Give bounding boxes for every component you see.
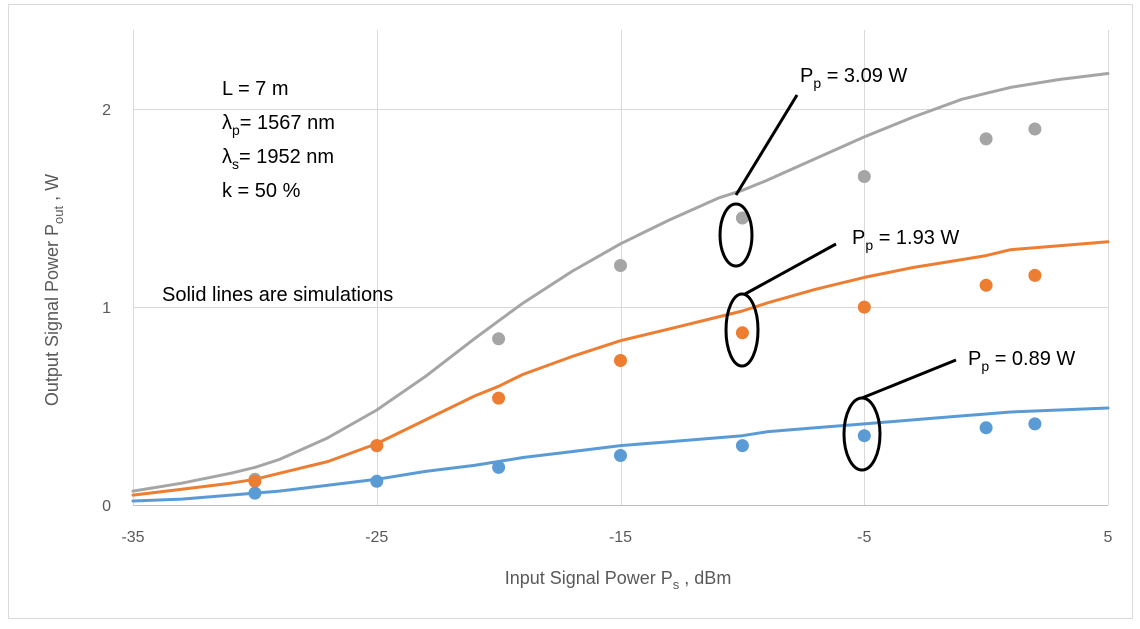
data-point-low — [492, 460, 506, 474]
callout-leader-mid — [744, 242, 837, 296]
x-tick-label: -5 — [857, 529, 871, 546]
x-tick-label: -25 — [365, 529, 388, 546]
chart-frame — [8, 4, 1133, 619]
data-point-low — [1028, 417, 1042, 431]
data-point-low — [248, 486, 262, 500]
callout-label-mid: Pp = 1.93 W — [852, 227, 959, 253]
data-point-low — [857, 429, 871, 443]
data-point-high — [735, 211, 749, 225]
data-point-mid — [735, 326, 749, 340]
y-tick-label: 2 — [102, 102, 111, 119]
callout-label-low: Pp = 0.89 W — [968, 348, 1075, 374]
tick-layer: -35 -25 -15 -5 5 0 1 2 — [102, 102, 1112, 546]
note-signal-wavelength: λs= 1952 nm — [222, 146, 334, 172]
data-point-mid — [614, 354, 627, 367]
y-tick-label: 1 — [102, 300, 111, 317]
note-coupling: k = 50 % — [222, 180, 301, 202]
grid-layer — [133, 30, 1109, 506]
callout-leader-high — [734, 94, 799, 196]
y-tick-label: 0 — [102, 498, 111, 515]
data-point-mid — [1028, 268, 1042, 282]
note-simulation-caption: Solid lines are simulations — [162, 284, 393, 306]
data-point-low — [979, 421, 993, 435]
data-point-mid — [248, 474, 262, 488]
sim-line-high — [131, 72, 1110, 493]
sim-line-mid — [131, 240, 1110, 497]
data-point-high — [492, 332, 506, 346]
data-point-low — [735, 439, 749, 453]
sim-line-low — [131, 406, 1110, 503]
data-point-mid — [370, 439, 384, 453]
data-point-high — [857, 170, 871, 183]
x-tick-label: 5 — [1104, 529, 1113, 546]
note-pump-wavelength: λp= 1567 nm — [222, 112, 335, 138]
x-tick-label: -15 — [609, 529, 632, 546]
series-layer — [131, 72, 1110, 503]
note-length: L = 7 m — [222, 78, 289, 100]
data-point-mid — [979, 278, 993, 292]
callout-label-high: Pp = 3.09 W — [800, 65, 907, 91]
data-point-mid — [492, 391, 506, 405]
callout-ellipse-mid — [724, 292, 760, 368]
x-axis-title: Input Signal Power Ps , dBm — [505, 568, 732, 592]
data-point-mid — [857, 300, 871, 314]
callout-ellipse-high — [718, 202, 754, 268]
data-point-low — [614, 449, 627, 462]
x-tick-label: -35 — [121, 529, 144, 546]
y-axis-title: Output Signal Power Pout , W — [42, 174, 66, 406]
data-point-low — [370, 474, 384, 488]
callout-leader-low — [861, 358, 957, 400]
data-point-high — [979, 132, 993, 146]
data-point-high — [1028, 122, 1042, 136]
data-point-high — [614, 259, 627, 272]
